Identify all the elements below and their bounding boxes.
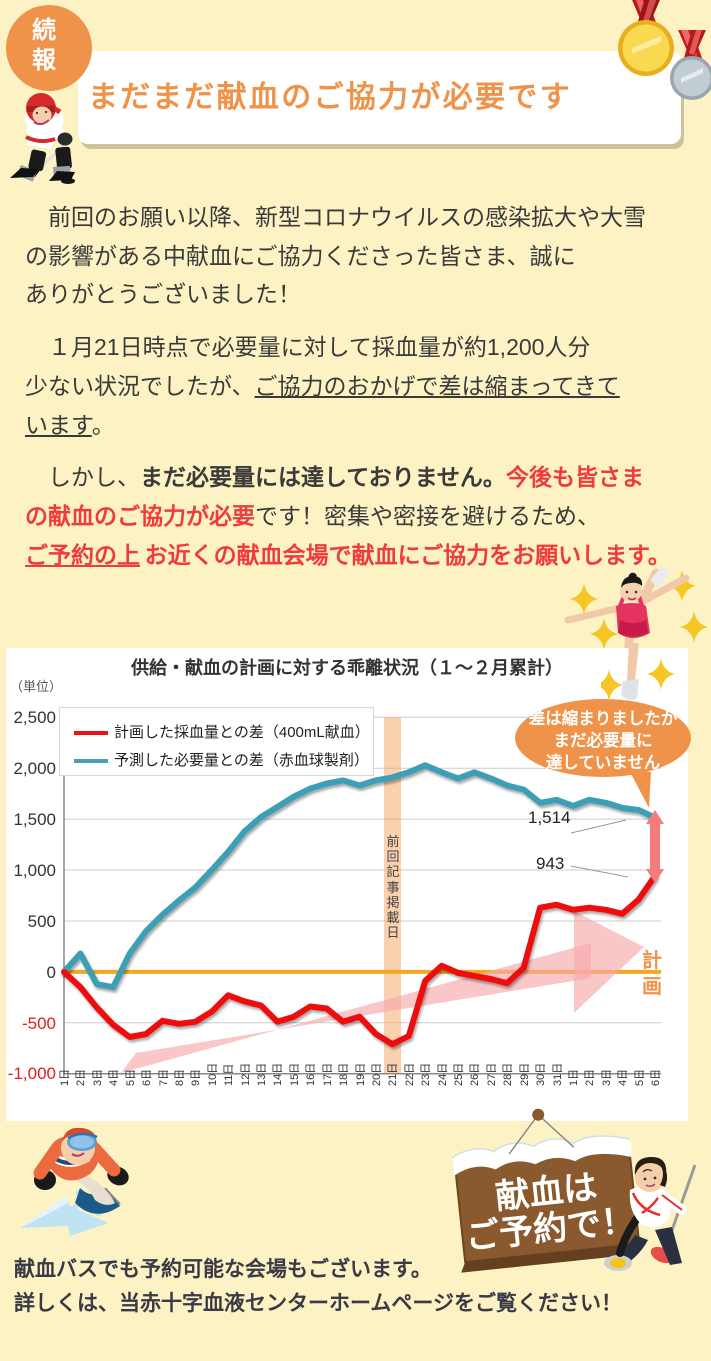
- svg-text:まだ必要量に: まだ必要量に: [554, 730, 653, 750]
- svg-text:達していません: 達していません: [546, 753, 661, 772]
